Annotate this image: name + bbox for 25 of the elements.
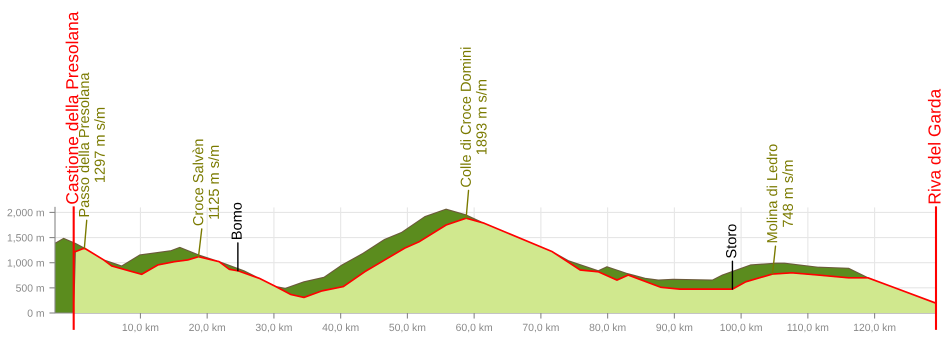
x-tick-label: 90,0 km: [656, 323, 692, 332]
x-tick-label: 110,0 km: [788, 323, 828, 332]
x-tick-label: 50,0 km: [389, 323, 426, 332]
y-tick-label: 500 m: [16, 284, 44, 292]
annotation: Storo: [726, 224, 736, 258]
y-tick-label: 0 m: [28, 310, 44, 317]
annotation: Molina di Ledro 748 m s/m: [766, 144, 793, 242]
ref-line-label: Castione della Presolana: [66, 12, 78, 204]
annotation: Bomo: [232, 202, 242, 240]
y-tick-label: 1,500 m: [8, 234, 44, 243]
y-tick-label: 2,000 m: [7, 208, 44, 218]
x-tick-label: 100,0 km: [720, 323, 762, 332]
x-tick-label: 60,0 km: [456, 323, 492, 332]
annotation: Croce Salvèn 1125 m s/m: [192, 140, 220, 226]
x-tick-label: 10,0 km: [122, 323, 158, 332]
annotation: Passo della Presolana 1297 m s/m: [78, 72, 105, 216]
x-tick-label: 70,0 km: [522, 323, 559, 332]
x-tick-label: 80,0 km: [590, 323, 626, 332]
x-tick-label: 120,0 km: [854, 323, 896, 332]
x-tick-label: 20,0 km: [189, 323, 226, 332]
x-tick-label: 30,0 km: [256, 323, 292, 332]
y-tick-label: 1,000 m: [8, 259, 44, 268]
x-tick-label: 40,0 km: [322, 323, 358, 332]
ref-line-label: Riva del Garda: [928, 88, 941, 204]
annotation: Colle di Croce Domini 1893 m s/m: [460, 48, 487, 187]
